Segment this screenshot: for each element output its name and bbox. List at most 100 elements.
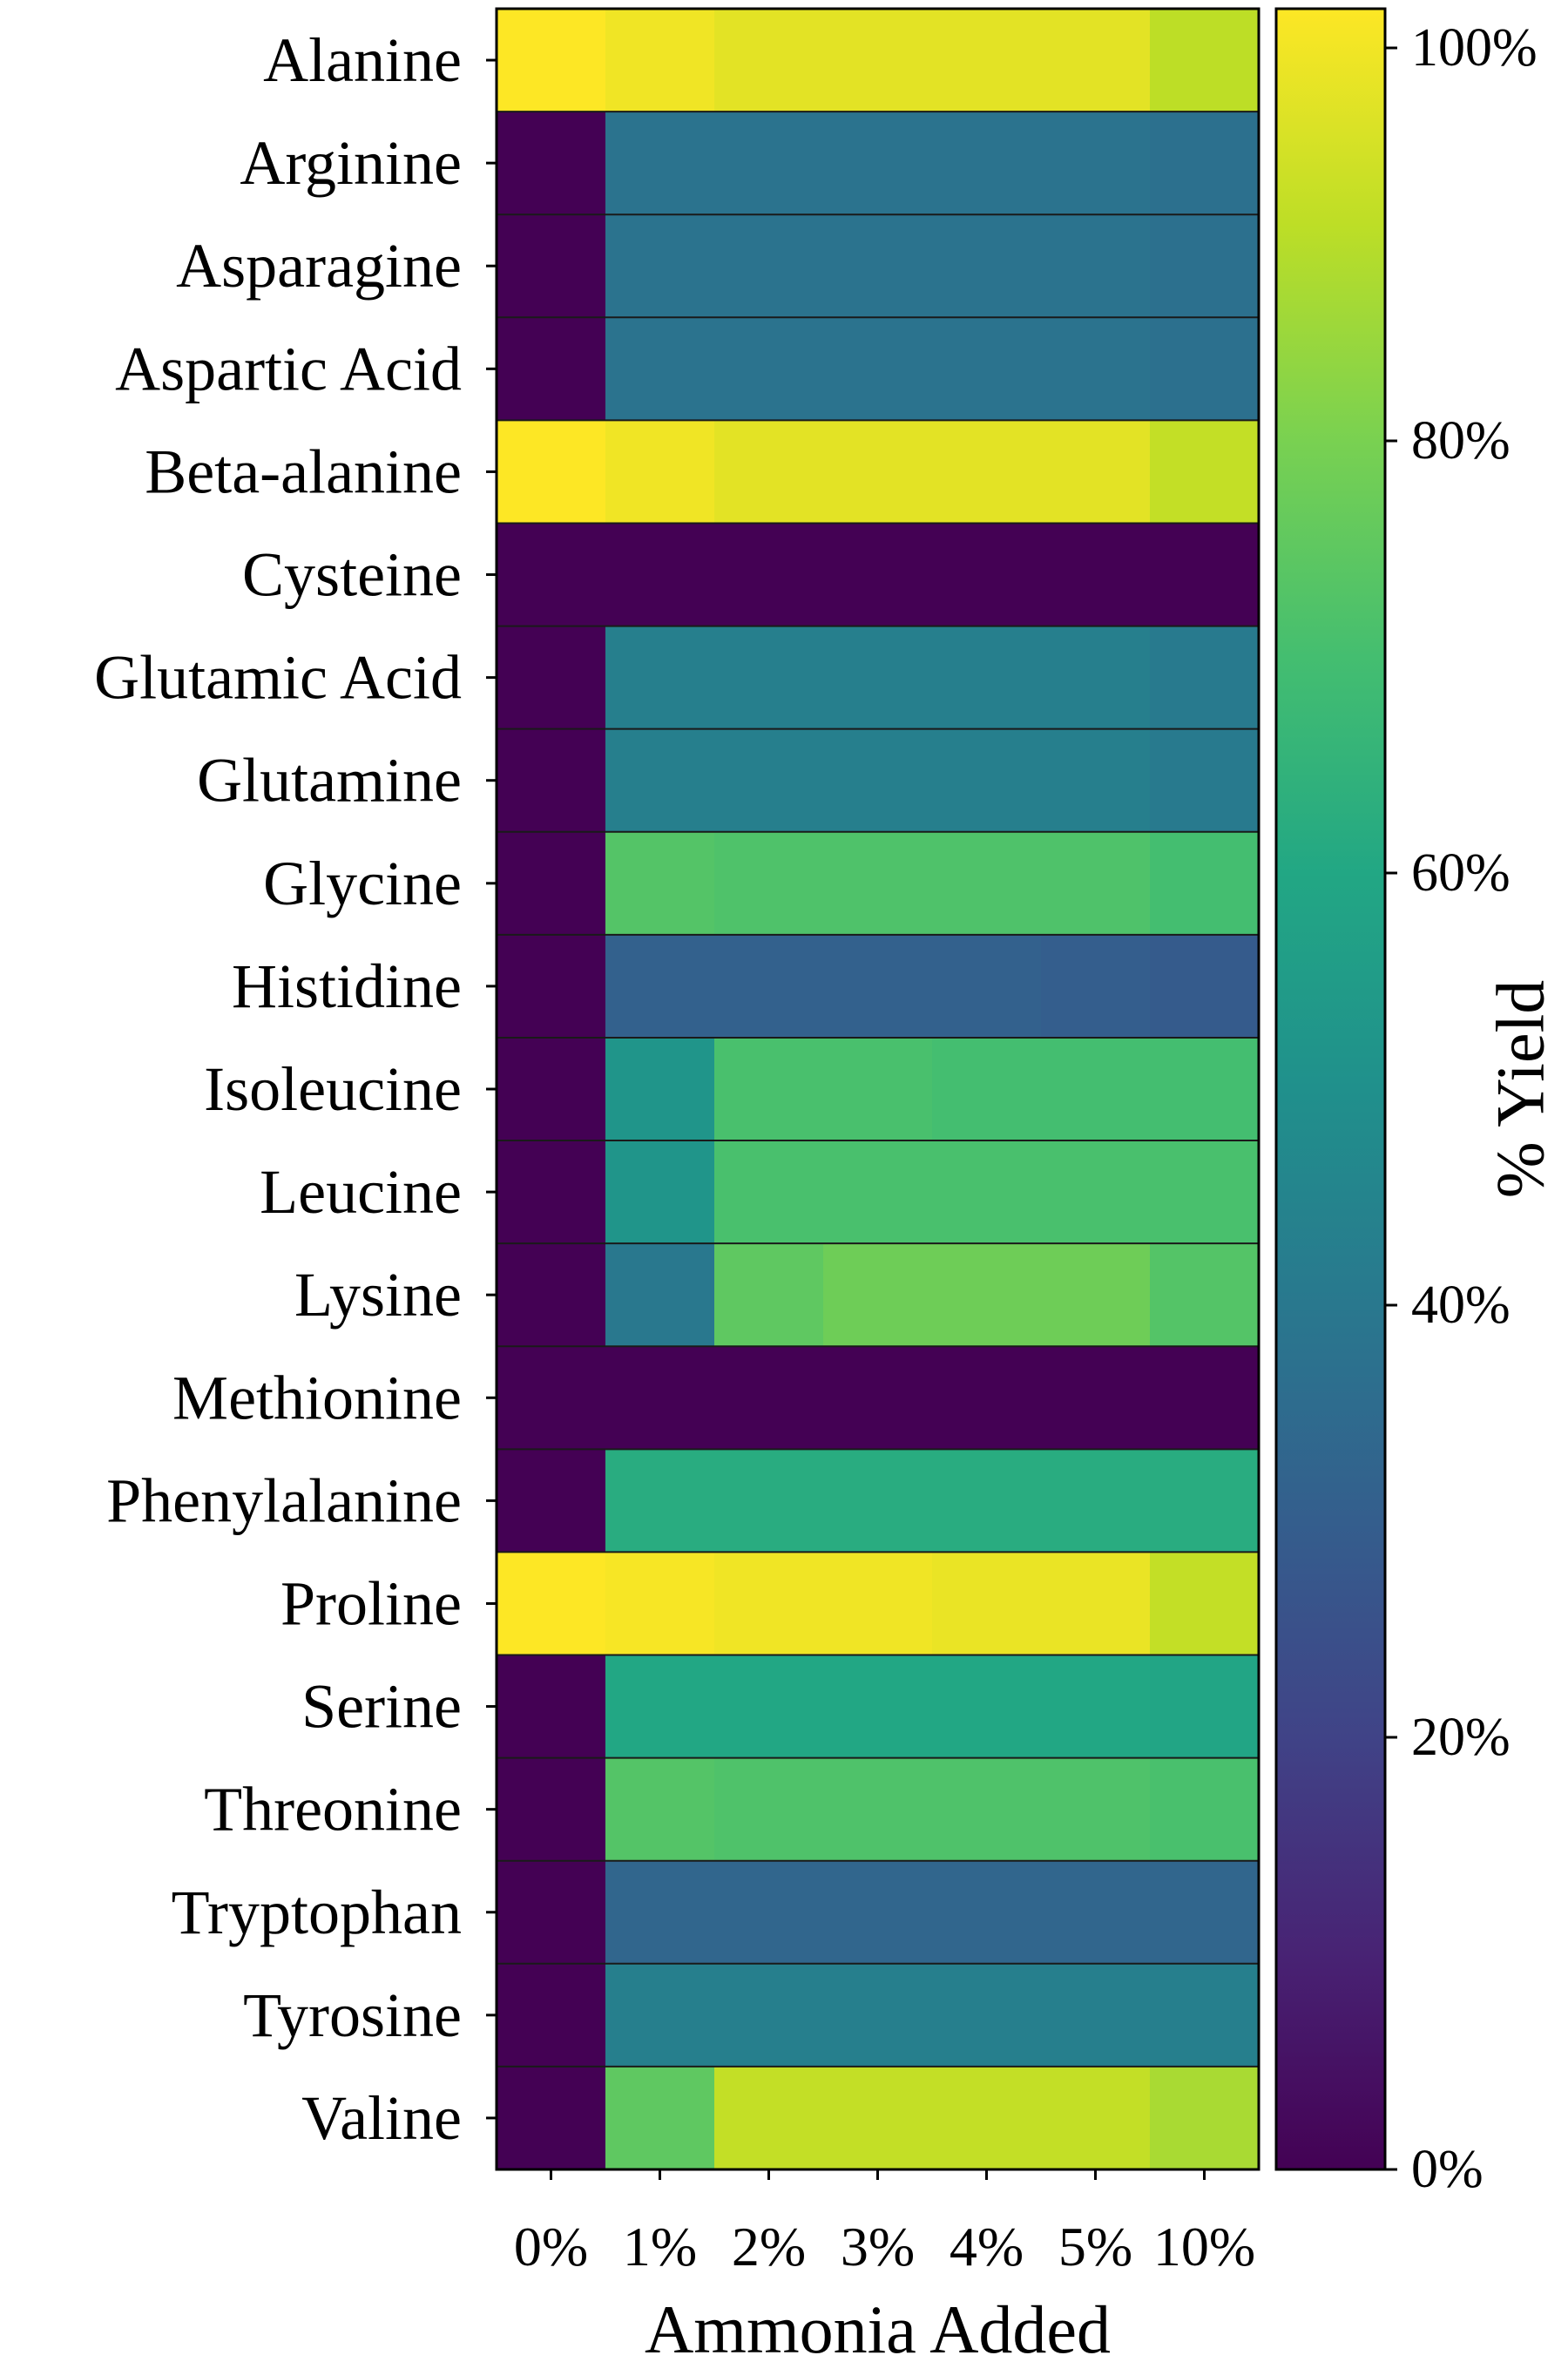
cell-glutamic-acid-0 [497, 626, 606, 730]
cell-alanine-4 [932, 9, 1042, 112]
cell-leucine-5 [1041, 1140, 1151, 1244]
x-tick-label-0: 0% [514, 2216, 588, 2277]
cell-aspartic-acid-5 [1041, 317, 1151, 421]
cell-glutamic-acid-3 [823, 626, 933, 730]
y-tick-label-asparagine: Asparagine [176, 231, 462, 301]
colorbar-tick-label-0: 0% [1411, 2140, 1484, 2199]
row-separators [497, 111, 1259, 2068]
colorbar-tick-label-1: 20% [1411, 1708, 1511, 1767]
cell-valine-4 [932, 2066, 1042, 2170]
y-tick-label-proline: Proline [280, 1568, 462, 1638]
cell-isoleucine-10 [1150, 1037, 1260, 1141]
y-tick-label-threonine: Threonine [204, 1775, 462, 1844]
y-tick-marks [486, 58, 497, 2120]
cell-asparagine-10 [1150, 214, 1260, 318]
cell-asparagine-3 [823, 214, 933, 318]
cell-leucine-3 [823, 1140, 933, 1244]
cell-beta-alanine-3 [823, 420, 933, 525]
cell-histidine-1 [605, 934, 715, 1039]
y-tick-label-valine: Valine [301, 2083, 462, 2153]
cell-asparagine-2 [714, 214, 824, 318]
cell-glycine-1 [605, 831, 715, 936]
cell-arginine-4 [932, 112, 1042, 215]
cell-glycine-4 [932, 831, 1042, 936]
cell-aspartic-acid-3 [823, 317, 933, 421]
cell-valine-5 [1041, 2066, 1151, 2170]
cell-serine-10 [1150, 1655, 1260, 1759]
cell-lysine-4 [932, 1243, 1042, 1347]
y-tick-label-isoleucine: Isoleucine [204, 1054, 462, 1124]
y-tick-label-glutamic-acid: Glutamic Acid [94, 643, 462, 713]
cell-alanine-5 [1041, 9, 1151, 112]
cell-glutamine-1 [605, 728, 715, 833]
cell-tryptophan-3 [823, 1860, 933, 1965]
y-tick-label-histidine: Histidine [232, 951, 462, 1021]
cell-serine-1 [605, 1655, 715, 1759]
cell-isoleucine-1 [605, 1037, 715, 1141]
cell-beta-alanine-4 [932, 420, 1042, 525]
cell-cysteine-5 [1041, 523, 1151, 627]
cell-tyrosine-5 [1041, 1963, 1151, 2068]
y-tick-label-arginine: Arginine [240, 128, 462, 198]
x-axis-label: Ammonia Added [645, 2291, 1111, 2362]
cell-glutamic-acid-2 [714, 626, 824, 730]
y-tick-labels: Alanine Arginine Asparagine Aspartic Acid Be… [94, 25, 462, 2153]
cell-methionine-2 [714, 1346, 824, 1450]
cell-valine-1 [605, 2066, 715, 2170]
y-tick-label-glutamine: Glutamine [197, 746, 462, 816]
cell-glutamic-acid-5 [1041, 626, 1151, 730]
colorbar-tick-label-5: 100% [1411, 18, 1538, 78]
cell-phenylalanine-10 [1150, 1449, 1260, 1553]
cell-tryptophan-10 [1150, 1860, 1260, 1965]
cell-tryptophan-0 [497, 1860, 606, 1965]
cell-asparagine-4 [932, 214, 1042, 318]
cell-glycine-5 [1041, 831, 1151, 936]
cell-tyrosine-0 [497, 1963, 606, 2068]
cell-alanine-3 [823, 9, 933, 112]
cell-proline-5 [1041, 1552, 1151, 1656]
cell-beta-alanine-5 [1041, 420, 1151, 525]
cell-cysteine-0 [497, 523, 606, 627]
cell-tyrosine-10 [1150, 1963, 1260, 2068]
cell-phenylalanine-0 [497, 1449, 606, 1553]
y-tick-label-glycine: Glycine [263, 849, 462, 918]
cell-alanine-10 [1150, 9, 1260, 112]
cell-cysteine-2 [714, 523, 824, 627]
heatmap-cells [497, 9, 1260, 2170]
y-tick-label-leucine: Leucine [260, 1157, 462, 1227]
cell-threonine-3 [823, 1757, 933, 1862]
cell-phenylalanine-1 [605, 1449, 715, 1553]
cell-serine-3 [823, 1655, 933, 1759]
cell-valine-2 [714, 2066, 824, 2170]
cell-asparagine-0 [497, 214, 606, 318]
cell-methionine-0 [497, 1346, 606, 1450]
cell-lysine-2 [714, 1243, 824, 1347]
cell-arginine-10 [1150, 112, 1260, 215]
colorbar-tick-label-4: 80% [1411, 411, 1511, 470]
x-tick-label-3: 3% [841, 2216, 915, 2277]
colorbar-tick-label-3: 60% [1411, 843, 1511, 903]
cell-proline-4 [932, 1552, 1042, 1656]
y-tick-label-methionine: Methionine [172, 1363, 462, 1432]
x-tick-marks [550, 2169, 1206, 2180]
cell-tryptophan-1 [605, 1860, 715, 1965]
cell-phenylalanine-4 [932, 1449, 1042, 1553]
cell-tyrosine-2 [714, 1963, 824, 2068]
cell-proline-2 [714, 1552, 824, 1656]
y-tick-label-beta-alanine: Beta-alanine [145, 437, 462, 506]
colorbar-tick-marks [1385, 46, 1397, 2171]
colorbar-label: % Yield [1483, 980, 1558, 1199]
cell-alanine-2 [714, 9, 824, 112]
cell-serine-4 [932, 1655, 1042, 1759]
cell-tryptophan-4 [932, 1860, 1042, 1965]
y-tick-label-phenylalanine: Phenylalanine [106, 1465, 462, 1535]
cell-leucine-10 [1150, 1140, 1260, 1244]
cell-arginine-2 [714, 112, 824, 215]
cell-leucine-1 [605, 1140, 715, 1244]
cell-asparagine-1 [605, 214, 715, 318]
cell-asparagine-5 [1041, 214, 1151, 318]
cell-glutamine-5 [1041, 728, 1151, 833]
cell-glycine-10 [1150, 831, 1260, 936]
cell-proline-10 [1150, 1552, 1260, 1656]
colorbar-tick-labels: 0% 20% 40% 60% 80% 100% [1411, 18, 1538, 2199]
